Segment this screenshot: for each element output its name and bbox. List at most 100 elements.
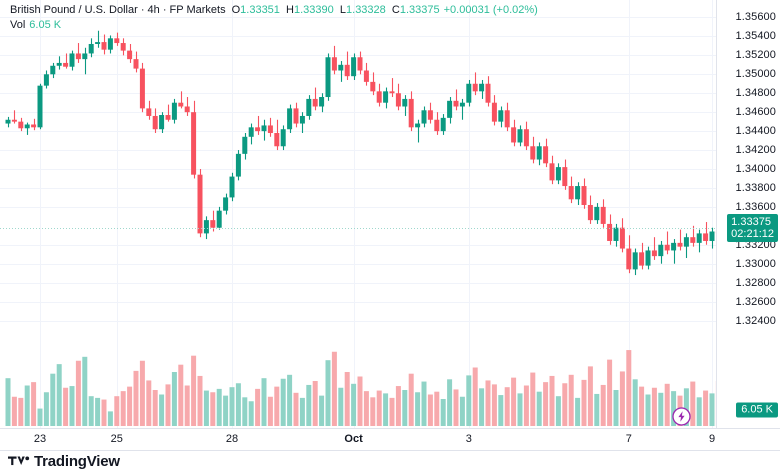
candle-body	[677, 242, 683, 247]
volume-bar	[549, 375, 555, 426]
volume-bar	[479, 388, 485, 426]
candle-body	[696, 233, 702, 243]
volume-bar	[357, 376, 363, 426]
volume-bar	[216, 388, 222, 427]
volume-bar	[363, 391, 369, 427]
candle-body	[415, 123, 421, 128]
candle-body	[280, 129, 286, 147]
candle-body	[530, 146, 536, 160]
volume-bar	[389, 397, 395, 427]
candle-body	[594, 206, 600, 221]
current-price-value: 1.33375	[731, 216, 771, 229]
candle-body	[11, 119, 17, 122]
volume-bar	[536, 391, 542, 426]
volume-bar	[338, 387, 344, 426]
volume-bar	[101, 399, 107, 426]
volume-bar	[69, 386, 75, 426]
candle-body	[31, 124, 37, 128]
time-tick: 7	[625, 433, 632, 445]
time-tick: 3	[465, 433, 472, 445]
candle-body	[24, 124, 30, 129]
candlestick-svg	[0, 0, 716, 428]
volume-bar	[120, 391, 126, 427]
volume-bar	[75, 360, 81, 426]
candle-body	[37, 85, 43, 128]
candle-body	[216, 210, 222, 228]
candle-body	[523, 129, 529, 147]
price-tick: 1.35200	[735, 49, 776, 62]
volume-bar	[383, 393, 389, 427]
volume-bar	[82, 356, 88, 426]
candle-body	[536, 146, 542, 160]
candle-body	[210, 220, 216, 228]
candle-body	[703, 233, 709, 241]
candle-body	[18, 121, 24, 129]
candle-body	[165, 115, 171, 120]
candle-body	[683, 237, 689, 247]
price-tick: 1.34200	[735, 144, 776, 157]
candle-body	[191, 112, 197, 175]
volume-bar	[210, 392, 216, 426]
price-tick: 1.33600	[735, 200, 776, 213]
volume-bar	[447, 379, 453, 426]
bottom-bar: TradingView	[0, 450, 780, 470]
volume-bar	[370, 397, 376, 426]
candle-body	[101, 42, 107, 50]
volume-bar	[651, 387, 657, 426]
candle-body	[69, 53, 75, 67]
volume-bar	[530, 372, 536, 426]
candle-body	[408, 98, 414, 128]
candle-body	[511, 127, 517, 143]
candle-body	[75, 53, 81, 60]
volume-bar	[613, 390, 619, 426]
volume-bar	[197, 375, 203, 426]
volume-bar	[171, 372, 177, 426]
candle-body	[402, 98, 408, 107]
lightning-bolt-icon[interactable]	[672, 407, 691, 426]
candle-body	[306, 98, 312, 116]
volume-bar	[408, 373, 414, 426]
price-tick: 1.32400	[735, 314, 776, 327]
volume-bar	[568, 374, 574, 426]
candle-body	[127, 50, 133, 60]
candle-body	[152, 115, 158, 130]
candle-body	[459, 102, 465, 107]
price-tick: 1.34600	[735, 106, 776, 119]
time-tick: 9	[708, 433, 716, 445]
volume-bar	[485, 380, 491, 426]
volume-bar	[18, 397, 24, 427]
candle-body	[235, 153, 241, 177]
volume-bar	[223, 395, 229, 427]
candle-body	[5, 119, 11, 124]
candle-body	[658, 244, 664, 257]
volume-bar	[459, 396, 465, 426]
candle-body	[690, 237, 696, 243]
candle-body	[248, 127, 254, 137]
chart-plot-area[interactable]	[0, 0, 716, 428]
candle-body	[139, 68, 145, 109]
price-axis[interactable]: 1.35600 1.35400 1.35200 1.35000 1.34800 1.346…	[716, 0, 780, 428]
candle-body	[427, 110, 433, 120]
candle-body	[453, 100, 459, 107]
tradingview-logo[interactable]: TradingView	[8, 454, 120, 469]
candle-body	[587, 204, 593, 221]
volume-bar	[5, 378, 11, 426]
candle-body	[223, 197, 229, 211]
volume-bar	[440, 399, 446, 426]
candle-body	[50, 65, 56, 75]
volume-bar	[50, 373, 56, 426]
time-axis[interactable]: 232528Oct37912151721232629	[0, 428, 780, 450]
time-tick: Oct	[344, 433, 363, 445]
candle-body	[421, 110, 427, 124]
volume-bar	[607, 359, 613, 427]
candle-body	[133, 59, 139, 69]
volume-bar	[376, 390, 382, 426]
price-tick: 1.33800	[735, 181, 776, 194]
volume-bars	[5, 350, 716, 427]
volume-bar	[133, 370, 139, 427]
volume-bar	[600, 384, 606, 426]
gridlines	[0, 0, 716, 428]
candle-body	[645, 250, 651, 266]
volume-bar	[107, 411, 113, 427]
